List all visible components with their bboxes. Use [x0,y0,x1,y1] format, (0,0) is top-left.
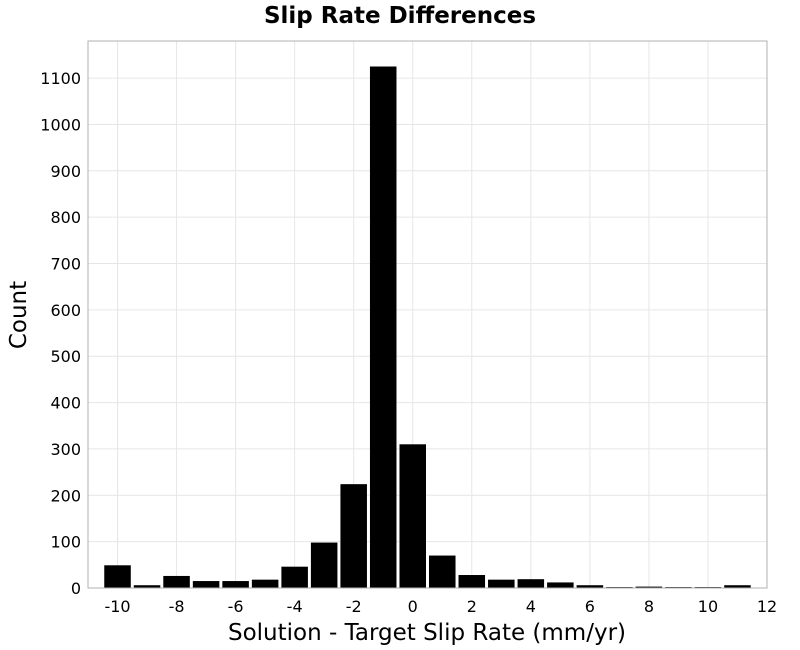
x-tick-label: 12 [757,597,777,616]
plot-frame [87,40,768,589]
x-tick-label: -4 [287,597,303,616]
histogram-bar [369,66,397,588]
x-tick-label: 6 [585,597,595,616]
histogram-bar [281,566,308,588]
y-tick-label: 1100 [40,69,81,88]
y-axis-title: Count [6,281,32,349]
histogram-bar [310,542,338,588]
histogram-bar [724,585,751,588]
x-tick-label: -2 [346,597,362,616]
histogram-bar [547,582,574,588]
histogram-bar [192,581,220,588]
histogram-bar [133,585,161,588]
y-tick-labels: 0 100 200 300 400 500 600 700 800 900 1000 1100 [40,69,81,598]
y-tick-label: 900 [50,162,81,181]
y-tick-label: 400 [50,394,81,413]
y-tick-label: 300 [50,440,81,459]
x-axis-title: Solution - Target Slip Rate (mm/yr) [228,620,626,646]
x-tick-label: 8 [644,597,654,616]
y-tick-label: 600 [50,301,81,320]
histogram-bar [517,579,545,588]
x-tick-label: 0 [408,597,418,616]
x-tick-label: 10 [698,597,718,616]
histogram-bar [104,565,131,588]
histogram-bar [340,484,367,588]
y-tick-label: 500 [50,347,81,366]
chart-title: Slip Rate Differences [264,3,536,29]
histogram-bar [576,585,604,588]
histogram-bar [429,555,456,588]
x-tick-label: -8 [169,597,185,616]
histogram-bar [251,579,279,588]
bars [104,66,751,588]
y-tick-label: 200 [50,486,81,505]
histogram-bar [458,575,486,588]
grid [88,41,768,589]
histogram-bar [222,581,249,588]
y-tick-label: 100 [50,533,81,552]
histogram-bar [163,575,190,588]
y-tick-label: 700 [50,255,81,274]
histogram-bar [399,444,426,588]
x-tick-label: 2 [467,597,477,616]
histogram-bar [635,586,663,588]
x-tick-label: -10 [104,597,130,616]
y-tick-label: 0 [71,579,81,598]
x-tick-label: 4 [526,597,536,616]
y-tick-label: 1000 [40,115,81,134]
x-tick-labels: -10 -8 -6 -4 -2 0 2 4 6 8 10 12 [104,597,777,616]
x-tick-label: -6 [228,597,244,616]
y-tick-label: 800 [50,208,81,227]
histogram-bar [488,579,515,588]
